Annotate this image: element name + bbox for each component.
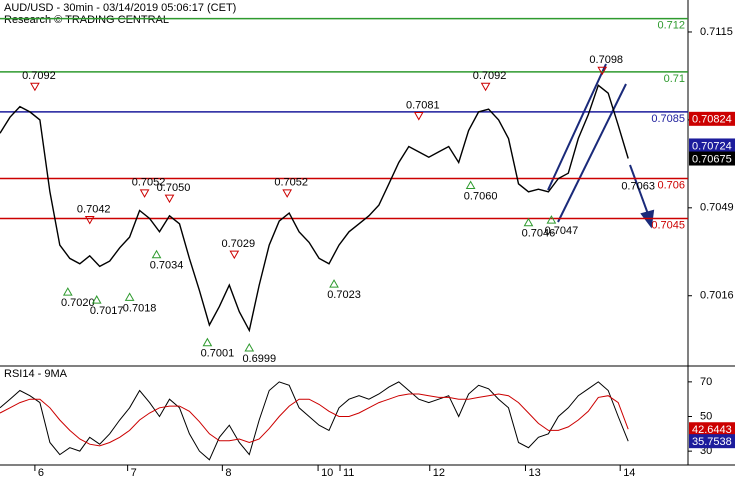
level-label: 0.706	[657, 179, 685, 191]
price-tag-label: 0.70724	[692, 140, 732, 152]
high-marker	[413, 112, 424, 121]
x-tick-label: 14	[623, 467, 635, 479]
annotation-label: 0.7098	[589, 54, 623, 66]
projection-line	[629, 164, 649, 215]
price-tag-label: 0.70824	[692, 114, 732, 126]
high-marker	[229, 250, 240, 260]
low-marker	[151, 249, 162, 259]
annotation-label: 0.7081	[406, 99, 440, 111]
price-tag	[689, 138, 735, 153]
price-tag-label: 0.70675	[692, 153, 732, 165]
x-tick-label: 12	[433, 467, 445, 479]
annotation-label: 0.7046	[522, 228, 556, 240]
series-line	[0, 84, 629, 333]
y-tick-label: 0.7016	[700, 290, 734, 302]
y-tick-label: 0.7115	[700, 26, 733, 38]
chart-subtitle: Research © TRADING CENTRAL	[4, 14, 169, 26]
level-label: 0.712	[657, 20, 685, 32]
series-line	[0, 393, 629, 447]
low-marker	[124, 292, 135, 301]
annotation-label: 0.7052	[132, 177, 166, 189]
low-marker	[546, 215, 557, 224]
annotation-label: 0.7092	[473, 70, 507, 82]
price-tag	[689, 434, 735, 449]
price-tag-label: 42.6443	[692, 424, 732, 436]
annotation-label: 0.7092	[22, 70, 56, 82]
low-marker	[244, 343, 255, 352]
annotation-label: 0.7050	[157, 182, 191, 194]
low-marker	[91, 295, 102, 304]
x-tick-label: 13	[528, 467, 540, 479]
annotation-label: 0.7029	[221, 238, 255, 250]
chart-title: AUD/USD - 30min - 03/14/2019 05:06:17 (C…	[4, 2, 236, 14]
level-label: 0.71	[664, 73, 685, 85]
low-marker	[523, 217, 534, 227]
rsi-title: RSI14 - 9MA	[4, 368, 68, 380]
annotation-label: 0.7052	[274, 177, 308, 189]
low-marker	[329, 279, 339, 288]
level-label: 0.7085	[651, 113, 685, 125]
high-marker	[480, 82, 491, 92]
high-marker	[164, 194, 175, 204]
high-marker	[139, 189, 150, 198]
annotation-label: 0.7042	[77, 203, 111, 215]
low-marker	[62, 287, 73, 296]
y-tick-label: 0.7049	[700, 202, 734, 214]
high-marker	[597, 66, 608, 76]
annotation-label: 0.7017	[90, 305, 124, 317]
annotation-label: 0.7047	[545, 225, 579, 237]
y-tick-label: 70	[700, 376, 712, 388]
x-tick-label: 8	[225, 467, 231, 479]
price-tag	[689, 422, 735, 437]
high-marker	[84, 215, 95, 225]
price-tag	[689, 151, 735, 166]
annotation-label: 0.7063	[621, 180, 655, 192]
price-tag	[689, 111, 735, 126]
annotation-label: 0.7060	[464, 190, 498, 202]
annotation-label: 0.7020	[61, 297, 95, 309]
annotation-label: 0.7023	[327, 289, 361, 301]
high-marker	[282, 189, 293, 198]
x-tick-label: 7	[131, 467, 137, 479]
y-tick-label: 50	[700, 410, 712, 422]
channel-line	[547, 63, 607, 191]
annotation-label: 0.7034	[150, 260, 184, 272]
trend-lines	[547, 63, 655, 229]
channel-line	[557, 83, 627, 223]
low-marker	[202, 337, 213, 347]
x-tick-label: 6	[38, 467, 44, 479]
high-marker	[30, 82, 40, 92]
series-line	[0, 381, 629, 461]
level-label: 0.7045	[651, 219, 685, 231]
x-tick-label: 10	[321, 467, 333, 479]
annotation-label: 0.7001	[201, 348, 235, 360]
x-tick-label: 11	[343, 467, 354, 479]
annotation-label: 0.7018	[123, 302, 157, 314]
low-marker	[465, 180, 476, 190]
price-tag-label: 35.7538	[692, 436, 732, 448]
annotation-label: 0.6999	[242, 353, 276, 365]
